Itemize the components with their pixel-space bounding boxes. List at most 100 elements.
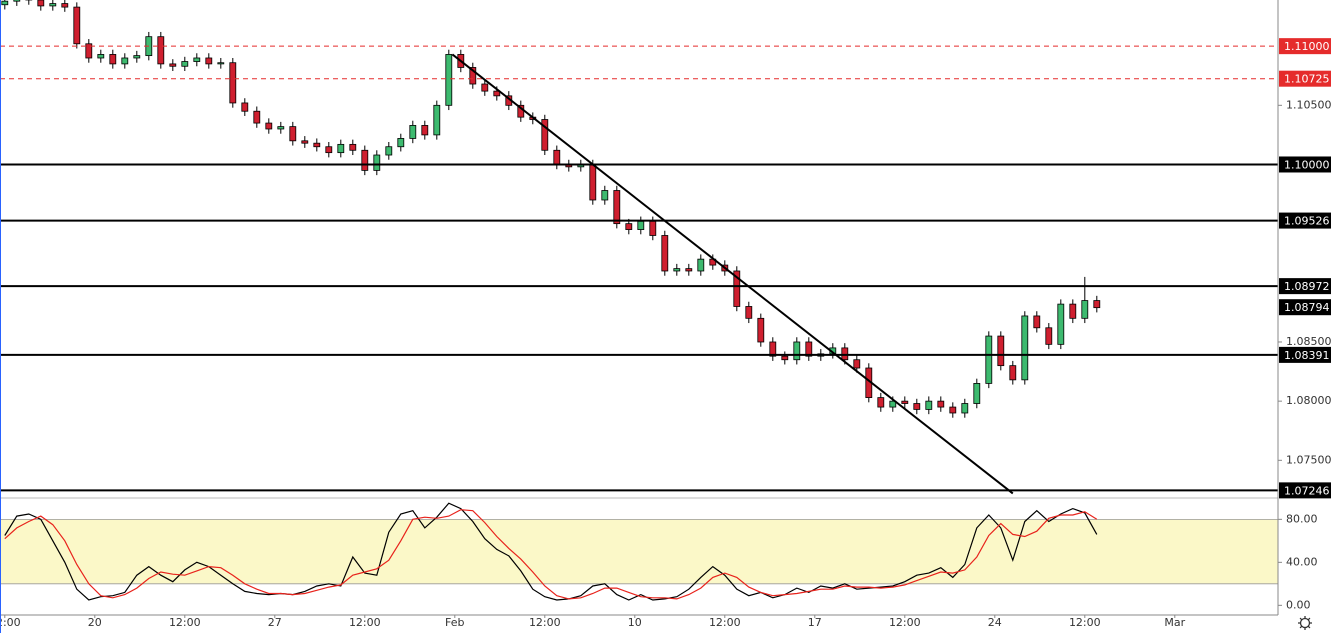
candle-body (265, 122, 273, 130)
candle-body (613, 190, 621, 225)
candle-body (301, 140, 309, 144)
candle-body (793, 341, 801, 361)
candle-body (481, 83, 489, 92)
x-tick-label: 12:00 (709, 616, 741, 629)
x-tick-label: 12:00 (169, 616, 201, 629)
x-tick-label: 12:00 (349, 616, 381, 629)
candle-body (745, 306, 753, 319)
level-label: 1.10000 (1284, 158, 1330, 171)
y-tick-label: 1.08000 (1286, 394, 1331, 407)
x-tick-label: 12:00 (0, 616, 21, 629)
x-tick-label: 24 (988, 616, 1002, 629)
candle-body (97, 54, 105, 59)
candle-body (385, 146, 393, 156)
candle-body (397, 138, 405, 148)
candle-body (349, 143, 357, 151)
candle-body (73, 6, 81, 45)
candle-body (637, 220, 645, 230)
level-label: 1.08391 (1284, 349, 1330, 362)
candle-body (805, 341, 813, 357)
candle-body (937, 400, 945, 408)
candle-body (1081, 300, 1089, 319)
candle-body (781, 355, 789, 361)
candle-body (625, 223, 633, 230)
settings-icon-tooth (1299, 617, 1311, 629)
candle-body (169, 63, 177, 67)
x-tick-label: 20 (88, 616, 102, 629)
last-price-box (1279, 299, 1331, 316)
candle-body (949, 406, 957, 414)
stoch-line (4, 502, 1098, 601)
candle-body (253, 110, 261, 124)
candle-body (325, 146, 333, 154)
candle-body (1069, 303, 1077, 319)
candle-body (445, 54, 453, 106)
candle-body (313, 142, 321, 148)
candle-body (1009, 365, 1017, 381)
candle-body (361, 149, 369, 171)
candle-body (289, 126, 297, 142)
candle-body (961, 403, 969, 414)
level-label-box (1279, 346, 1331, 363)
candle-body (85, 43, 93, 59)
level-label: 1.10725 (1284, 73, 1330, 86)
candle-body (241, 102, 249, 112)
candle-body (181, 61, 189, 67)
candle-body (649, 220, 657, 236)
candle-body (1057, 303, 1065, 345)
candle-body (889, 400, 897, 408)
last-price-label: 1.08794 (1284, 301, 1330, 314)
candle-body (901, 400, 909, 404)
candle-body (205, 57, 213, 65)
candle-body (925, 400, 933, 410)
candle-body (109, 54, 117, 65)
candle-body (277, 126, 285, 130)
y-tick-label: 1.10500 (1286, 98, 1331, 111)
level-label-box (1279, 38, 1331, 55)
x-tick-label: 17 (808, 616, 822, 629)
level-label: 1.07246 (1284, 484, 1330, 497)
x-tick-label: 27 (268, 616, 282, 629)
candle-body (997, 335, 1005, 367)
candle-body (1045, 327, 1053, 345)
candle-body (601, 190, 609, 201)
candle-body (61, 3, 69, 8)
settings-icon-tooth (1299, 617, 1311, 629)
candle-body (853, 359, 861, 369)
candle-body (157, 36, 165, 65)
price-pane (0, 0, 1278, 495)
candle-body (697, 258, 705, 272)
candle-body (589, 164, 597, 201)
candle-body (1021, 315, 1029, 381)
candle-body (13, 0, 21, 2)
level-label-box (1279, 70, 1331, 87)
candle-body (685, 268, 693, 272)
level-label-box (1279, 278, 1331, 295)
x-tick-label: 10 (628, 616, 642, 629)
candle-body (337, 143, 345, 154)
y-tick-label: 40.00 (1286, 555, 1318, 568)
candle-body (769, 341, 777, 357)
candle-body (229, 62, 237, 104)
candle-body (733, 270, 741, 307)
candle-body (421, 125, 429, 136)
trendline (451, 53, 1014, 495)
level-label: 1.11000 (1284, 40, 1330, 53)
x-tick-label: 12:00 (529, 616, 561, 629)
candle-body (49, 3, 57, 7)
candle-body (373, 154, 381, 171)
candle-body (193, 57, 201, 62)
candle-body (217, 62, 225, 65)
settings-icon[interactable] (1298, 616, 1312, 630)
candle-body (469, 67, 477, 85)
candle-body (121, 57, 129, 65)
y-tick-label: 1.07500 (1286, 453, 1331, 466)
x-tick-label: 12:00 (1069, 616, 1101, 629)
candle-body (757, 317, 765, 343)
candle-body (973, 382, 981, 404)
candle-body (553, 149, 561, 165)
x-tick-label: 12:00 (889, 616, 921, 629)
level-label-box (1279, 482, 1331, 499)
x-tick-label: Mar (1164, 616, 1185, 629)
